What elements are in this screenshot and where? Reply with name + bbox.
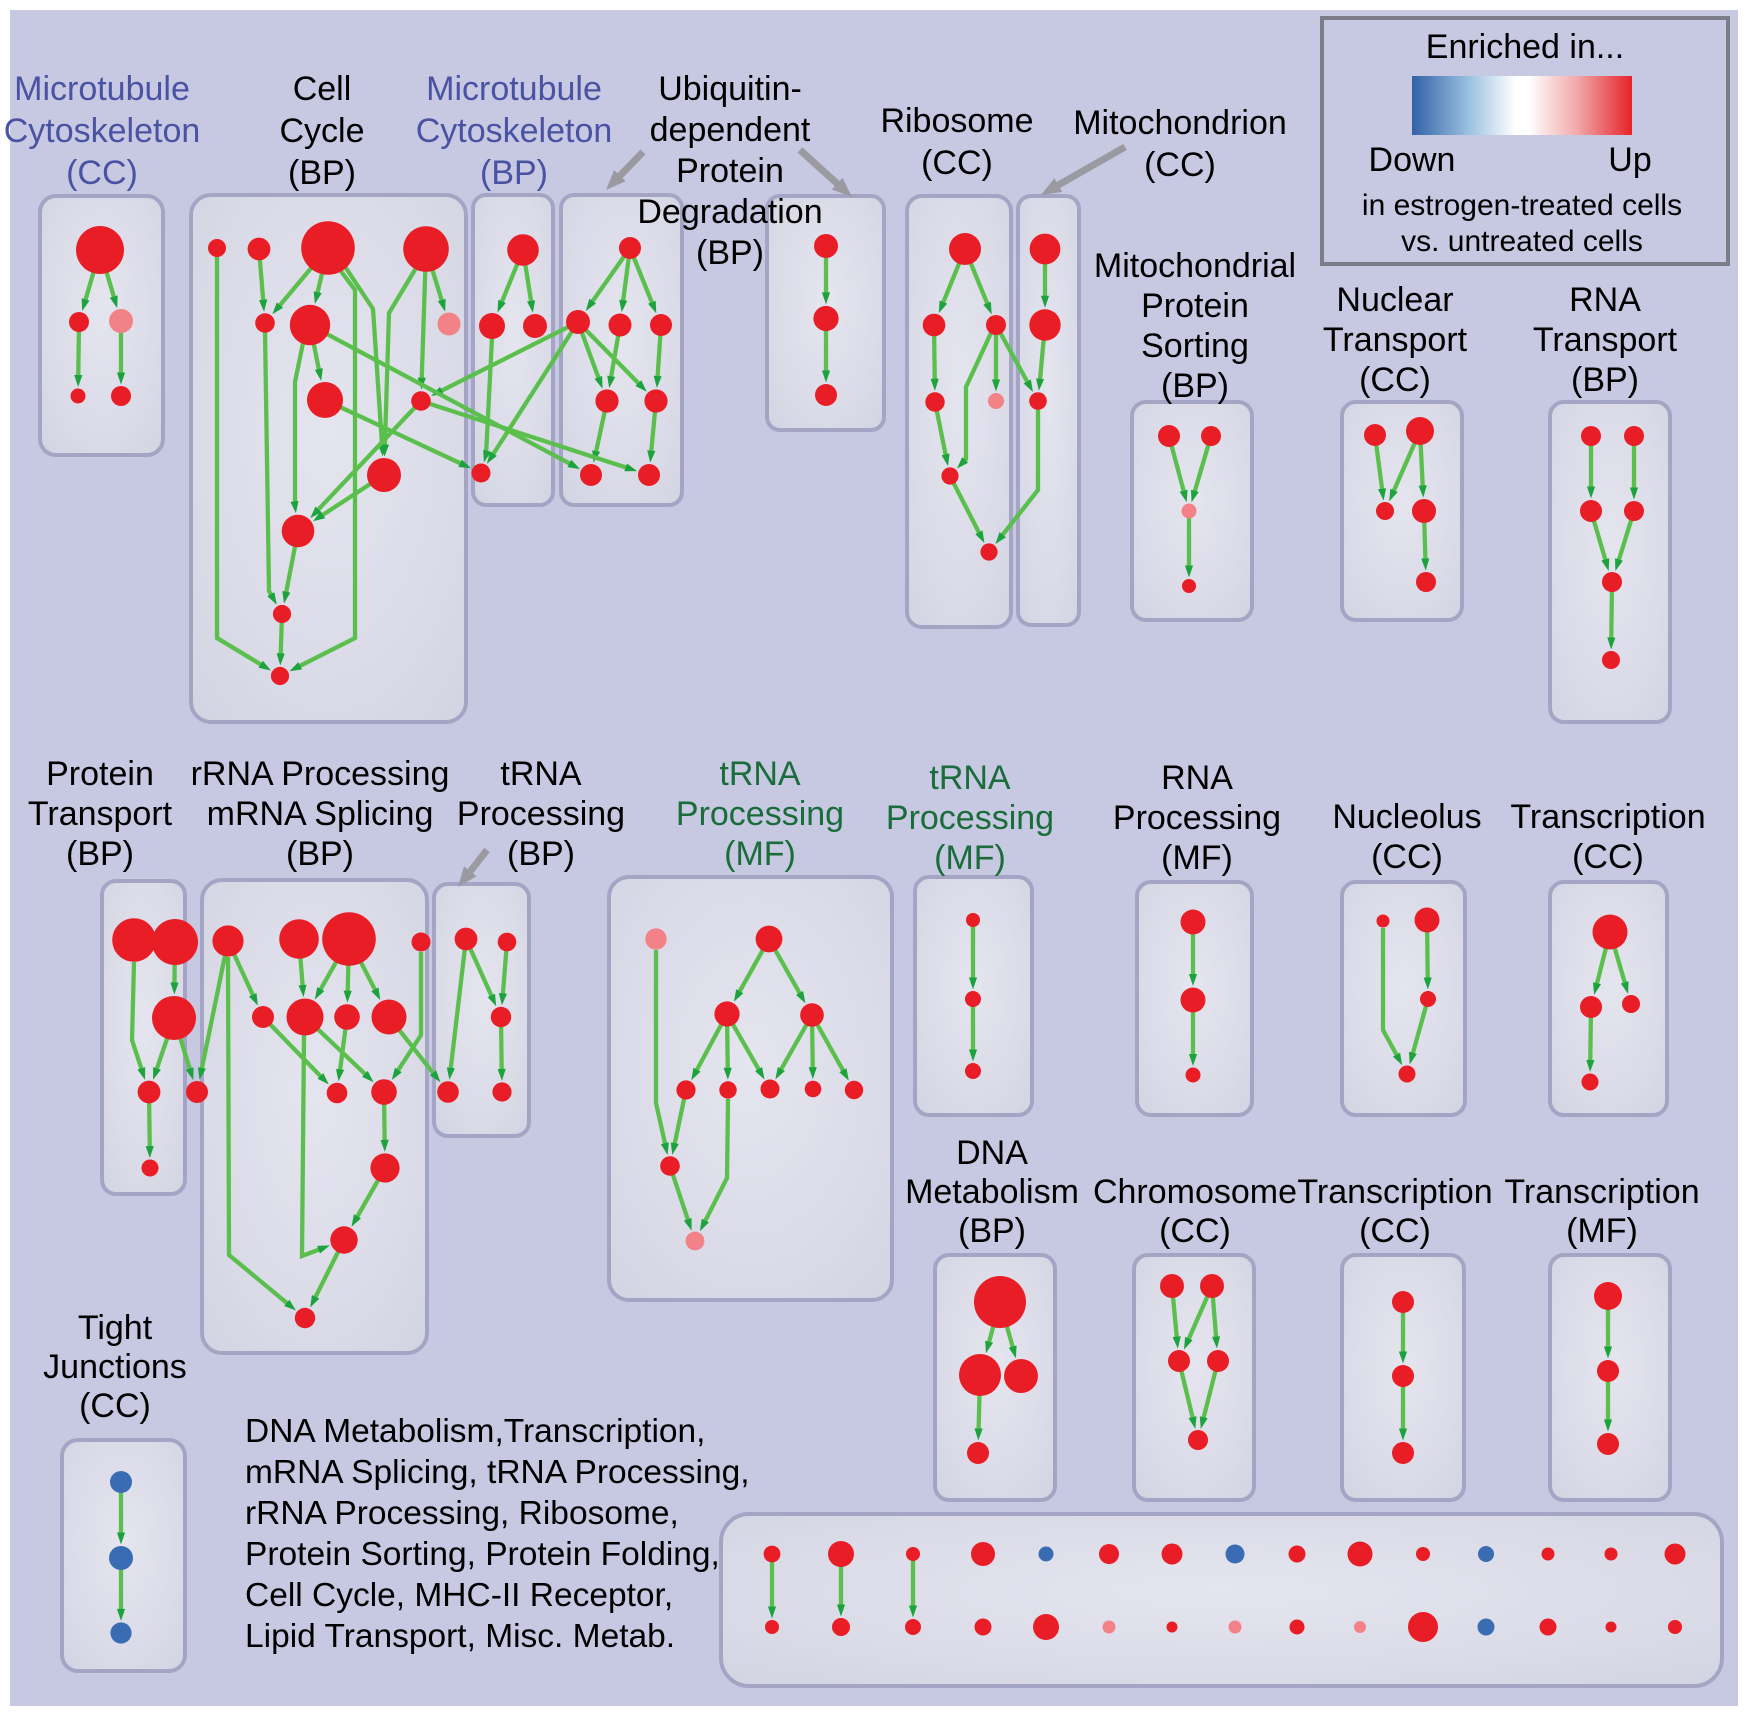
svg-text:Nucleolus: Nucleolus bbox=[1332, 798, 1481, 836]
svg-text:RNA: RNA bbox=[1569, 281, 1641, 319]
svg-text:in estrogen-treated cells: in estrogen-treated cells bbox=[1362, 189, 1682, 222]
svg-text:(BP): (BP) bbox=[958, 1212, 1026, 1250]
svg-text:Transport: Transport bbox=[1323, 321, 1468, 359]
svg-text:Transport: Transport bbox=[28, 795, 173, 833]
svg-text:Processing: Processing bbox=[1113, 799, 1281, 837]
svg-text:Metabolism: Metabolism bbox=[905, 1173, 1079, 1211]
svg-text:Mitochondrion: Mitochondrion bbox=[1073, 104, 1287, 142]
svg-text:(BP): (BP) bbox=[507, 835, 575, 873]
svg-text:(BP): (BP) bbox=[1161, 367, 1229, 405]
svg-text:tRNA: tRNA bbox=[500, 755, 582, 793]
svg-text:Processing: Processing bbox=[886, 799, 1054, 837]
svg-text:Up: Up bbox=[1608, 141, 1651, 179]
svg-text:dependent: dependent bbox=[650, 111, 811, 149]
svg-text:DNA Metabolism,Transcription,: DNA Metabolism,Transcription, bbox=[245, 1413, 705, 1450]
svg-text:(CC): (CC) bbox=[1359, 1212, 1431, 1250]
svg-text:(CC): (CC) bbox=[921, 144, 993, 182]
svg-text:Cycle: Cycle bbox=[279, 112, 364, 150]
svg-text:Ubiquitin-: Ubiquitin- bbox=[658, 70, 802, 108]
svg-text:Mitochondrial: Mitochondrial bbox=[1094, 247, 1296, 285]
svg-text:mRNA Splicing: mRNA Splicing bbox=[207, 795, 434, 833]
svg-text:(CC): (CC) bbox=[1359, 361, 1431, 399]
svg-text:Cytoskeleton: Cytoskeleton bbox=[4, 112, 201, 150]
svg-text:Chromosome: Chromosome bbox=[1093, 1173, 1297, 1211]
svg-text:tRNA: tRNA bbox=[719, 755, 801, 793]
svg-text:Transcription: Transcription bbox=[1504, 1173, 1699, 1211]
svg-text:Processing: Processing bbox=[457, 795, 625, 833]
svg-text:(CC): (CC) bbox=[66, 154, 138, 192]
svg-text:tRNA: tRNA bbox=[929, 759, 1011, 797]
svg-text:(MF): (MF) bbox=[1566, 1212, 1638, 1250]
svg-text:(BP): (BP) bbox=[288, 154, 356, 192]
svg-text:(CC): (CC) bbox=[79, 1387, 151, 1425]
svg-text:rRNA Processing: rRNA Processing bbox=[191, 755, 450, 793]
svg-text:DNA: DNA bbox=[956, 1134, 1028, 1172]
svg-text:Nuclear: Nuclear bbox=[1336, 281, 1453, 319]
svg-text:Transport: Transport bbox=[1533, 321, 1678, 359]
svg-text:(MF): (MF) bbox=[1161, 839, 1233, 877]
svg-text:(BP): (BP) bbox=[286, 835, 354, 873]
svg-text:Protein: Protein bbox=[676, 152, 784, 190]
svg-text:Cell Cycle, MHC-II Receptor,: Cell Cycle, MHC-II Receptor, bbox=[245, 1577, 673, 1614]
svg-text:Ribosome: Ribosome bbox=[880, 102, 1033, 140]
svg-text:Protein: Protein bbox=[46, 755, 154, 793]
svg-text:Enriched in...: Enriched in... bbox=[1426, 28, 1624, 66]
svg-text:Transcription: Transcription bbox=[1297, 1173, 1492, 1211]
svg-text:Junctions: Junctions bbox=[43, 1348, 187, 1386]
svg-text:(CC): (CC) bbox=[1144, 146, 1216, 184]
svg-text:RNA: RNA bbox=[1161, 759, 1233, 797]
svg-text:Sorting: Sorting bbox=[1141, 327, 1249, 365]
svg-text:Microtubule: Microtubule bbox=[426, 70, 602, 108]
svg-text:Transcription: Transcription bbox=[1510, 798, 1705, 836]
svg-text:rRNA Processing, Ribosome,: rRNA Processing, Ribosome, bbox=[245, 1495, 679, 1532]
svg-text:(CC): (CC) bbox=[1371, 838, 1443, 876]
svg-text:(BP): (BP) bbox=[1571, 361, 1639, 399]
svg-text:Processing: Processing bbox=[676, 795, 844, 833]
svg-text:(CC): (CC) bbox=[1159, 1212, 1231, 1250]
svg-text:(MF): (MF) bbox=[934, 839, 1006, 877]
svg-text:Microtubule: Microtubule bbox=[14, 70, 190, 108]
svg-text:Cytoskeleton: Cytoskeleton bbox=[416, 112, 613, 150]
svg-text:(BP): (BP) bbox=[696, 234, 764, 272]
svg-text:Lipid Transport, Misc. Metab.: Lipid Transport, Misc. Metab. bbox=[245, 1618, 675, 1655]
svg-text:(MF): (MF) bbox=[724, 835, 796, 873]
svg-text:(CC): (CC) bbox=[1572, 838, 1644, 876]
svg-text:(BP): (BP) bbox=[480, 154, 548, 192]
svg-text:Degradation: Degradation bbox=[637, 193, 822, 231]
svg-text:Tight: Tight bbox=[78, 1309, 153, 1347]
svg-text:Down: Down bbox=[1369, 141, 1456, 179]
svg-text:Cell: Cell bbox=[293, 70, 352, 108]
svg-text:mRNA Splicing, tRNA Processing: mRNA Splicing, tRNA Processing, bbox=[245, 1454, 750, 1491]
svg-text:Protein Sorting, Protein Foldi: Protein Sorting, Protein Folding, bbox=[245, 1536, 720, 1573]
svg-text:(BP): (BP) bbox=[66, 835, 134, 873]
svg-text:vs. untreated cells: vs. untreated cells bbox=[1401, 225, 1643, 258]
svg-text:Protein: Protein bbox=[1141, 287, 1249, 325]
